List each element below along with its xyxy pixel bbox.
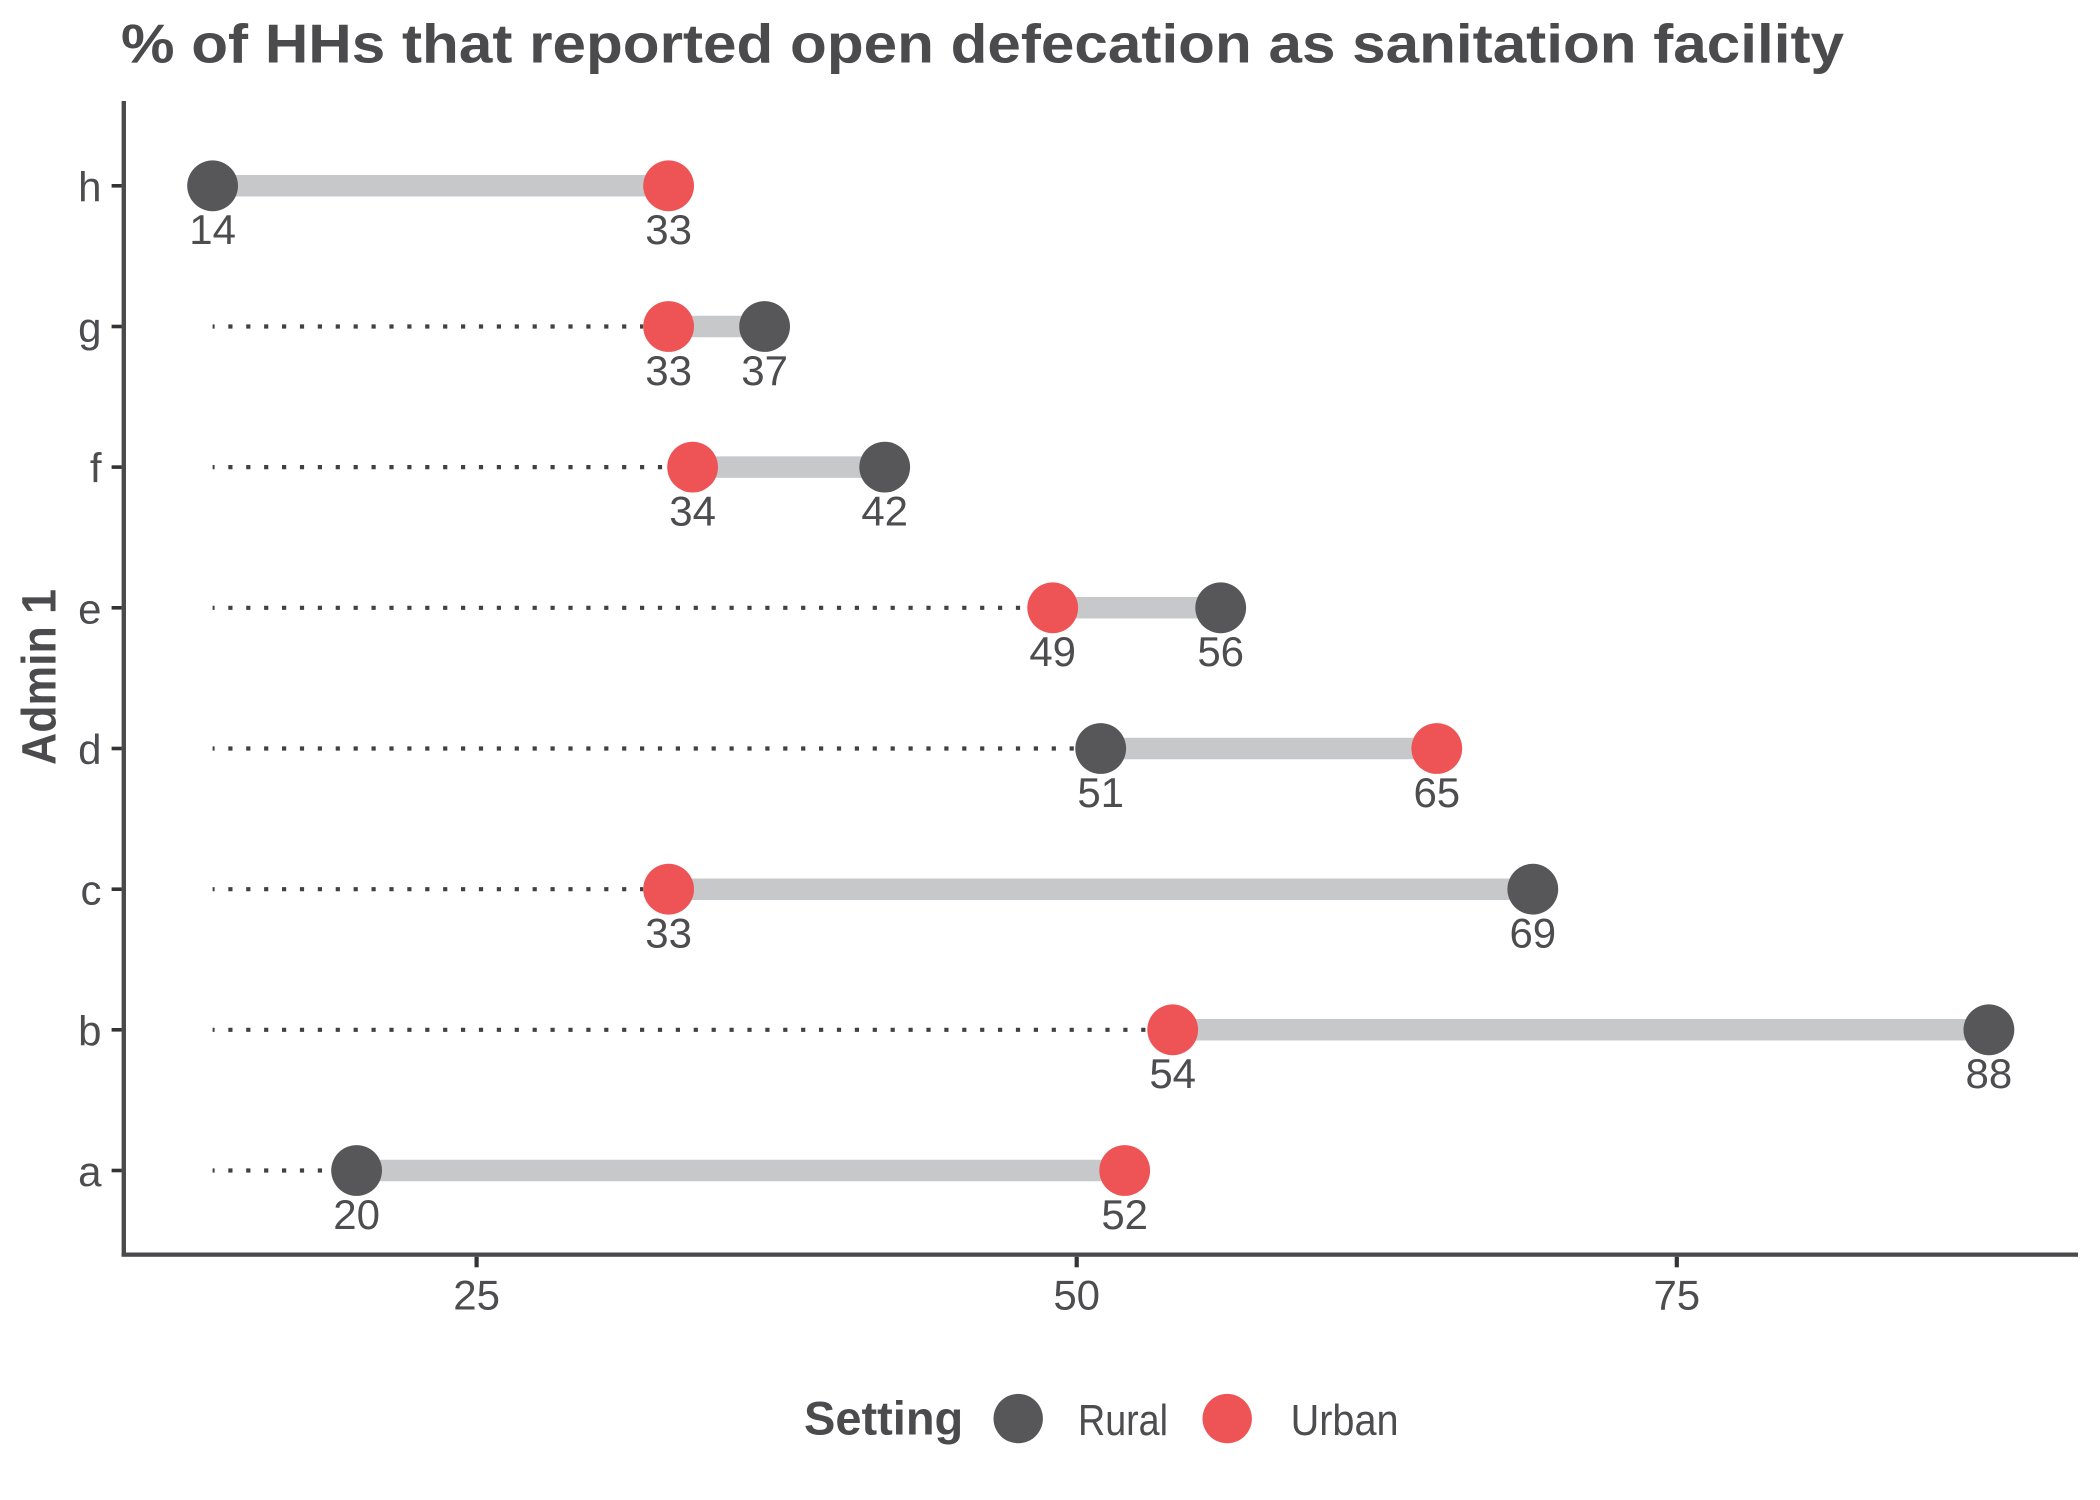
svg-text:69: 69 xyxy=(1509,910,1556,957)
svg-text:g: g xyxy=(78,304,101,351)
svg-text:42: 42 xyxy=(861,488,908,535)
svg-text:51: 51 xyxy=(1077,769,1124,816)
svg-text:25: 25 xyxy=(453,1272,500,1319)
svg-text:c: c xyxy=(81,867,102,914)
svg-text:37: 37 xyxy=(741,347,788,394)
svg-text:a: a xyxy=(78,1148,102,1195)
svg-text:34: 34 xyxy=(669,488,716,535)
svg-text:56: 56 xyxy=(1197,628,1244,675)
svg-text:75: 75 xyxy=(1653,1272,1700,1319)
svg-text:d: d xyxy=(78,726,101,773)
svg-text:50: 50 xyxy=(1053,1272,1100,1319)
svg-text:% of HHs that reported open de: % of HHs that reported open defecation a… xyxy=(121,13,1844,75)
svg-text:20: 20 xyxy=(333,1191,380,1238)
svg-text:Setting: Setting xyxy=(804,1392,963,1445)
svg-text:33: 33 xyxy=(645,910,692,957)
svg-text:Urban: Urban xyxy=(1291,1396,1399,1445)
svg-text:14: 14 xyxy=(189,206,236,253)
svg-text:65: 65 xyxy=(1413,769,1460,816)
svg-text:88: 88 xyxy=(1966,1050,2013,1097)
svg-text:f: f xyxy=(90,445,102,492)
svg-text:33: 33 xyxy=(645,206,692,253)
svg-text:b: b xyxy=(78,1007,101,1054)
svg-text:33: 33 xyxy=(645,347,692,394)
svg-text:Rural: Rural xyxy=(1078,1396,1168,1445)
svg-text:Admin 1: Admin 1 xyxy=(14,589,67,765)
svg-text:h: h xyxy=(78,163,101,210)
svg-text:e: e xyxy=(78,585,101,632)
svg-text:54: 54 xyxy=(1149,1050,1196,1097)
svg-text:52: 52 xyxy=(1101,1191,1148,1238)
svg-text:49: 49 xyxy=(1029,628,1076,675)
